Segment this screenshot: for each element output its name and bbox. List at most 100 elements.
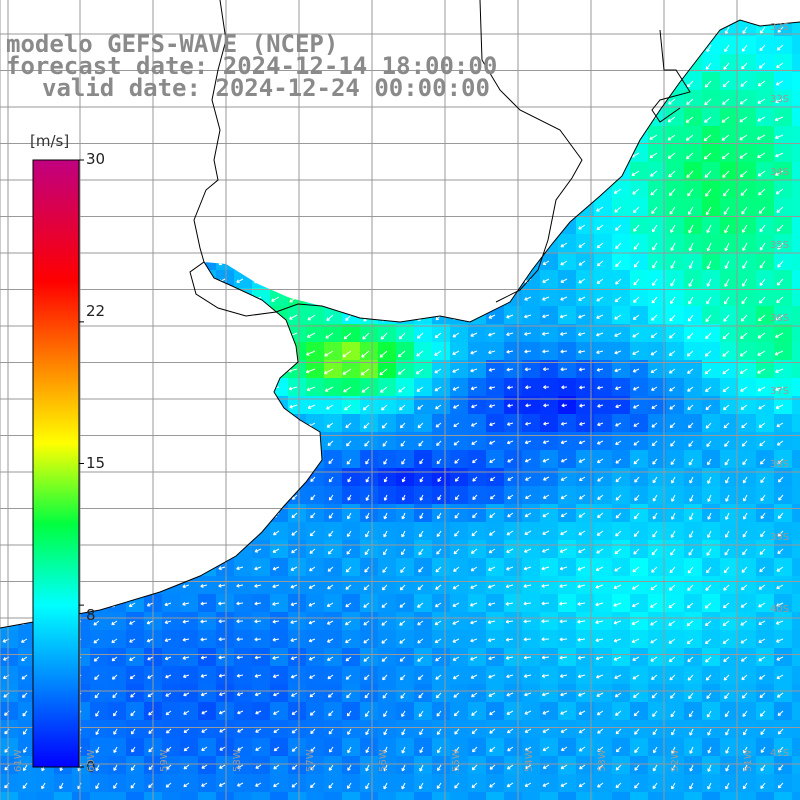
wind-arrow xyxy=(777,548,784,555)
wind-speed-cell xyxy=(342,0,361,19)
wind-arrow xyxy=(471,692,478,698)
wind-arrow xyxy=(506,224,514,230)
wind-arrow xyxy=(346,548,352,555)
wind-arrow xyxy=(290,620,298,624)
wind-arrow xyxy=(272,655,280,660)
wind-speed-cell xyxy=(486,396,505,415)
wind-arrow xyxy=(361,350,370,358)
wind-arrow xyxy=(22,476,28,484)
wind-speed-cell xyxy=(252,432,271,451)
wind-arrow xyxy=(725,494,730,502)
wind-speed-cell xyxy=(486,252,505,271)
wind-arrow xyxy=(489,440,496,445)
wind-speed-cell xyxy=(72,0,91,19)
wind-speed-cell xyxy=(270,756,289,775)
wind-speed-cell xyxy=(756,648,775,667)
wind-speed-cell xyxy=(162,378,181,397)
wind-arrow xyxy=(489,26,496,32)
wind-arrow xyxy=(415,368,424,375)
wind-arrow xyxy=(542,314,550,319)
wind-arrow xyxy=(506,710,514,715)
wind-arrow xyxy=(112,440,118,447)
wind-arrow xyxy=(419,242,424,250)
wind-arrow xyxy=(326,638,334,643)
wind-speed-cell xyxy=(432,126,451,145)
wind-arrow xyxy=(218,619,226,624)
wind-speed-cell xyxy=(324,162,343,181)
wind-speed-cell xyxy=(594,756,613,775)
wind-arrow xyxy=(130,296,136,303)
wind-arrow xyxy=(290,134,298,139)
wind-speed-cell xyxy=(252,252,271,271)
wind-arrow xyxy=(305,368,316,374)
wind-arrow xyxy=(219,728,226,733)
wind-speed-cell xyxy=(252,324,271,343)
wind-arrow xyxy=(272,548,280,553)
wind-speed-cell xyxy=(306,162,325,181)
wind-speed-cell xyxy=(126,576,145,595)
wind-speed-cell xyxy=(612,468,631,487)
wind-speed-cell xyxy=(288,486,307,505)
wind-speed-cell xyxy=(108,378,127,397)
wind-arrow xyxy=(364,44,370,52)
wind-arrow xyxy=(165,260,172,267)
lon-label: 55W xyxy=(451,749,462,772)
wind-arrow xyxy=(129,332,136,338)
wind-speed-cell xyxy=(594,396,613,415)
wind-speed-cell xyxy=(324,288,343,307)
wind-arrow xyxy=(164,440,172,445)
wind-arrow xyxy=(311,9,316,14)
wind-speed-cell xyxy=(576,738,595,757)
wind-arrow xyxy=(291,710,298,715)
wind-arrow xyxy=(613,116,622,121)
wind-speed-cell xyxy=(486,108,505,127)
wind-speed-cell xyxy=(126,108,145,127)
wind-arrow xyxy=(434,620,442,626)
wind-speed-cell xyxy=(792,432,800,451)
wind-speed-cell xyxy=(630,540,649,559)
wind-arrow xyxy=(541,692,550,697)
wind-speed-cell xyxy=(468,594,487,613)
wind-speed-cell xyxy=(288,126,307,145)
wind-speed-cell xyxy=(594,126,613,145)
wind-arrow xyxy=(218,692,226,696)
wind-speed-cell xyxy=(630,432,649,451)
wind-arrow xyxy=(632,350,640,355)
wind-arrow xyxy=(254,440,262,445)
wind-arrow xyxy=(347,512,352,520)
wind-speed-cell xyxy=(594,36,613,55)
wind-speed-cell xyxy=(0,270,19,289)
wind-speed-cell xyxy=(738,144,757,163)
wind-speed-cell xyxy=(126,144,145,163)
wind-arrow xyxy=(505,601,514,606)
wind-arrow xyxy=(757,170,766,177)
wind-speed-cell xyxy=(468,576,487,595)
wind-speed-cell xyxy=(432,234,451,253)
wind-speed-cell xyxy=(576,666,595,685)
wind-speed-cell xyxy=(342,378,361,397)
wind-arrow xyxy=(129,584,136,590)
wind-arrow xyxy=(94,206,100,214)
wind-arrow xyxy=(488,385,496,390)
wind-speed-cell xyxy=(0,252,19,271)
wind-speed-cell xyxy=(360,360,379,379)
wind-arrow xyxy=(723,314,730,322)
wind-arrow xyxy=(706,278,712,287)
wind-speed-cell xyxy=(396,612,415,631)
wind-arrow xyxy=(542,728,550,733)
wind-arrow xyxy=(651,404,658,409)
wind-arrow xyxy=(560,440,568,445)
wind-arrow xyxy=(327,188,334,195)
wind-arrow xyxy=(651,692,658,699)
wind-arrow xyxy=(201,9,207,13)
wind-arrow xyxy=(182,619,190,624)
wind-arrow xyxy=(22,494,28,502)
wind-arrow xyxy=(454,476,460,482)
wind-speed-cell xyxy=(162,792,181,800)
wind-speed-cell xyxy=(414,666,433,685)
wind-speed-cell xyxy=(396,792,415,800)
wind-arrow xyxy=(742,530,748,538)
wind-arrow xyxy=(291,728,298,734)
wind-speed-cell xyxy=(450,108,469,127)
wind-speed-cell xyxy=(360,180,379,199)
